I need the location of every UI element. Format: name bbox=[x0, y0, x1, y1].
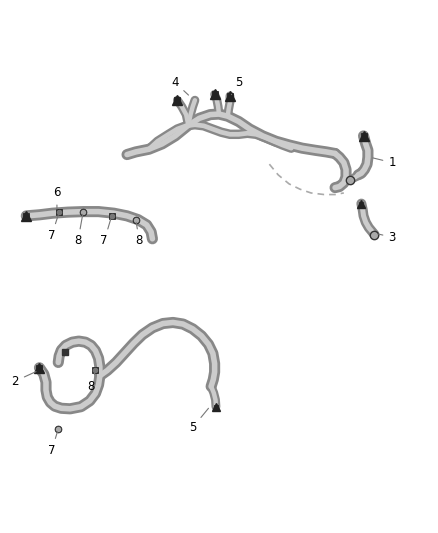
Text: 4: 4 bbox=[171, 76, 188, 95]
Text: 7: 7 bbox=[100, 219, 111, 247]
Text: 3: 3 bbox=[378, 231, 396, 244]
Text: 2: 2 bbox=[11, 372, 36, 387]
Text: 6: 6 bbox=[53, 187, 61, 209]
Text: 7: 7 bbox=[48, 215, 58, 242]
Text: 5: 5 bbox=[231, 76, 242, 95]
Text: 8: 8 bbox=[136, 222, 143, 247]
Text: 8: 8 bbox=[88, 373, 95, 393]
Text: 7: 7 bbox=[48, 432, 57, 457]
Text: 8: 8 bbox=[74, 214, 83, 247]
Text: 5: 5 bbox=[189, 408, 208, 434]
Text: 1: 1 bbox=[373, 156, 396, 169]
